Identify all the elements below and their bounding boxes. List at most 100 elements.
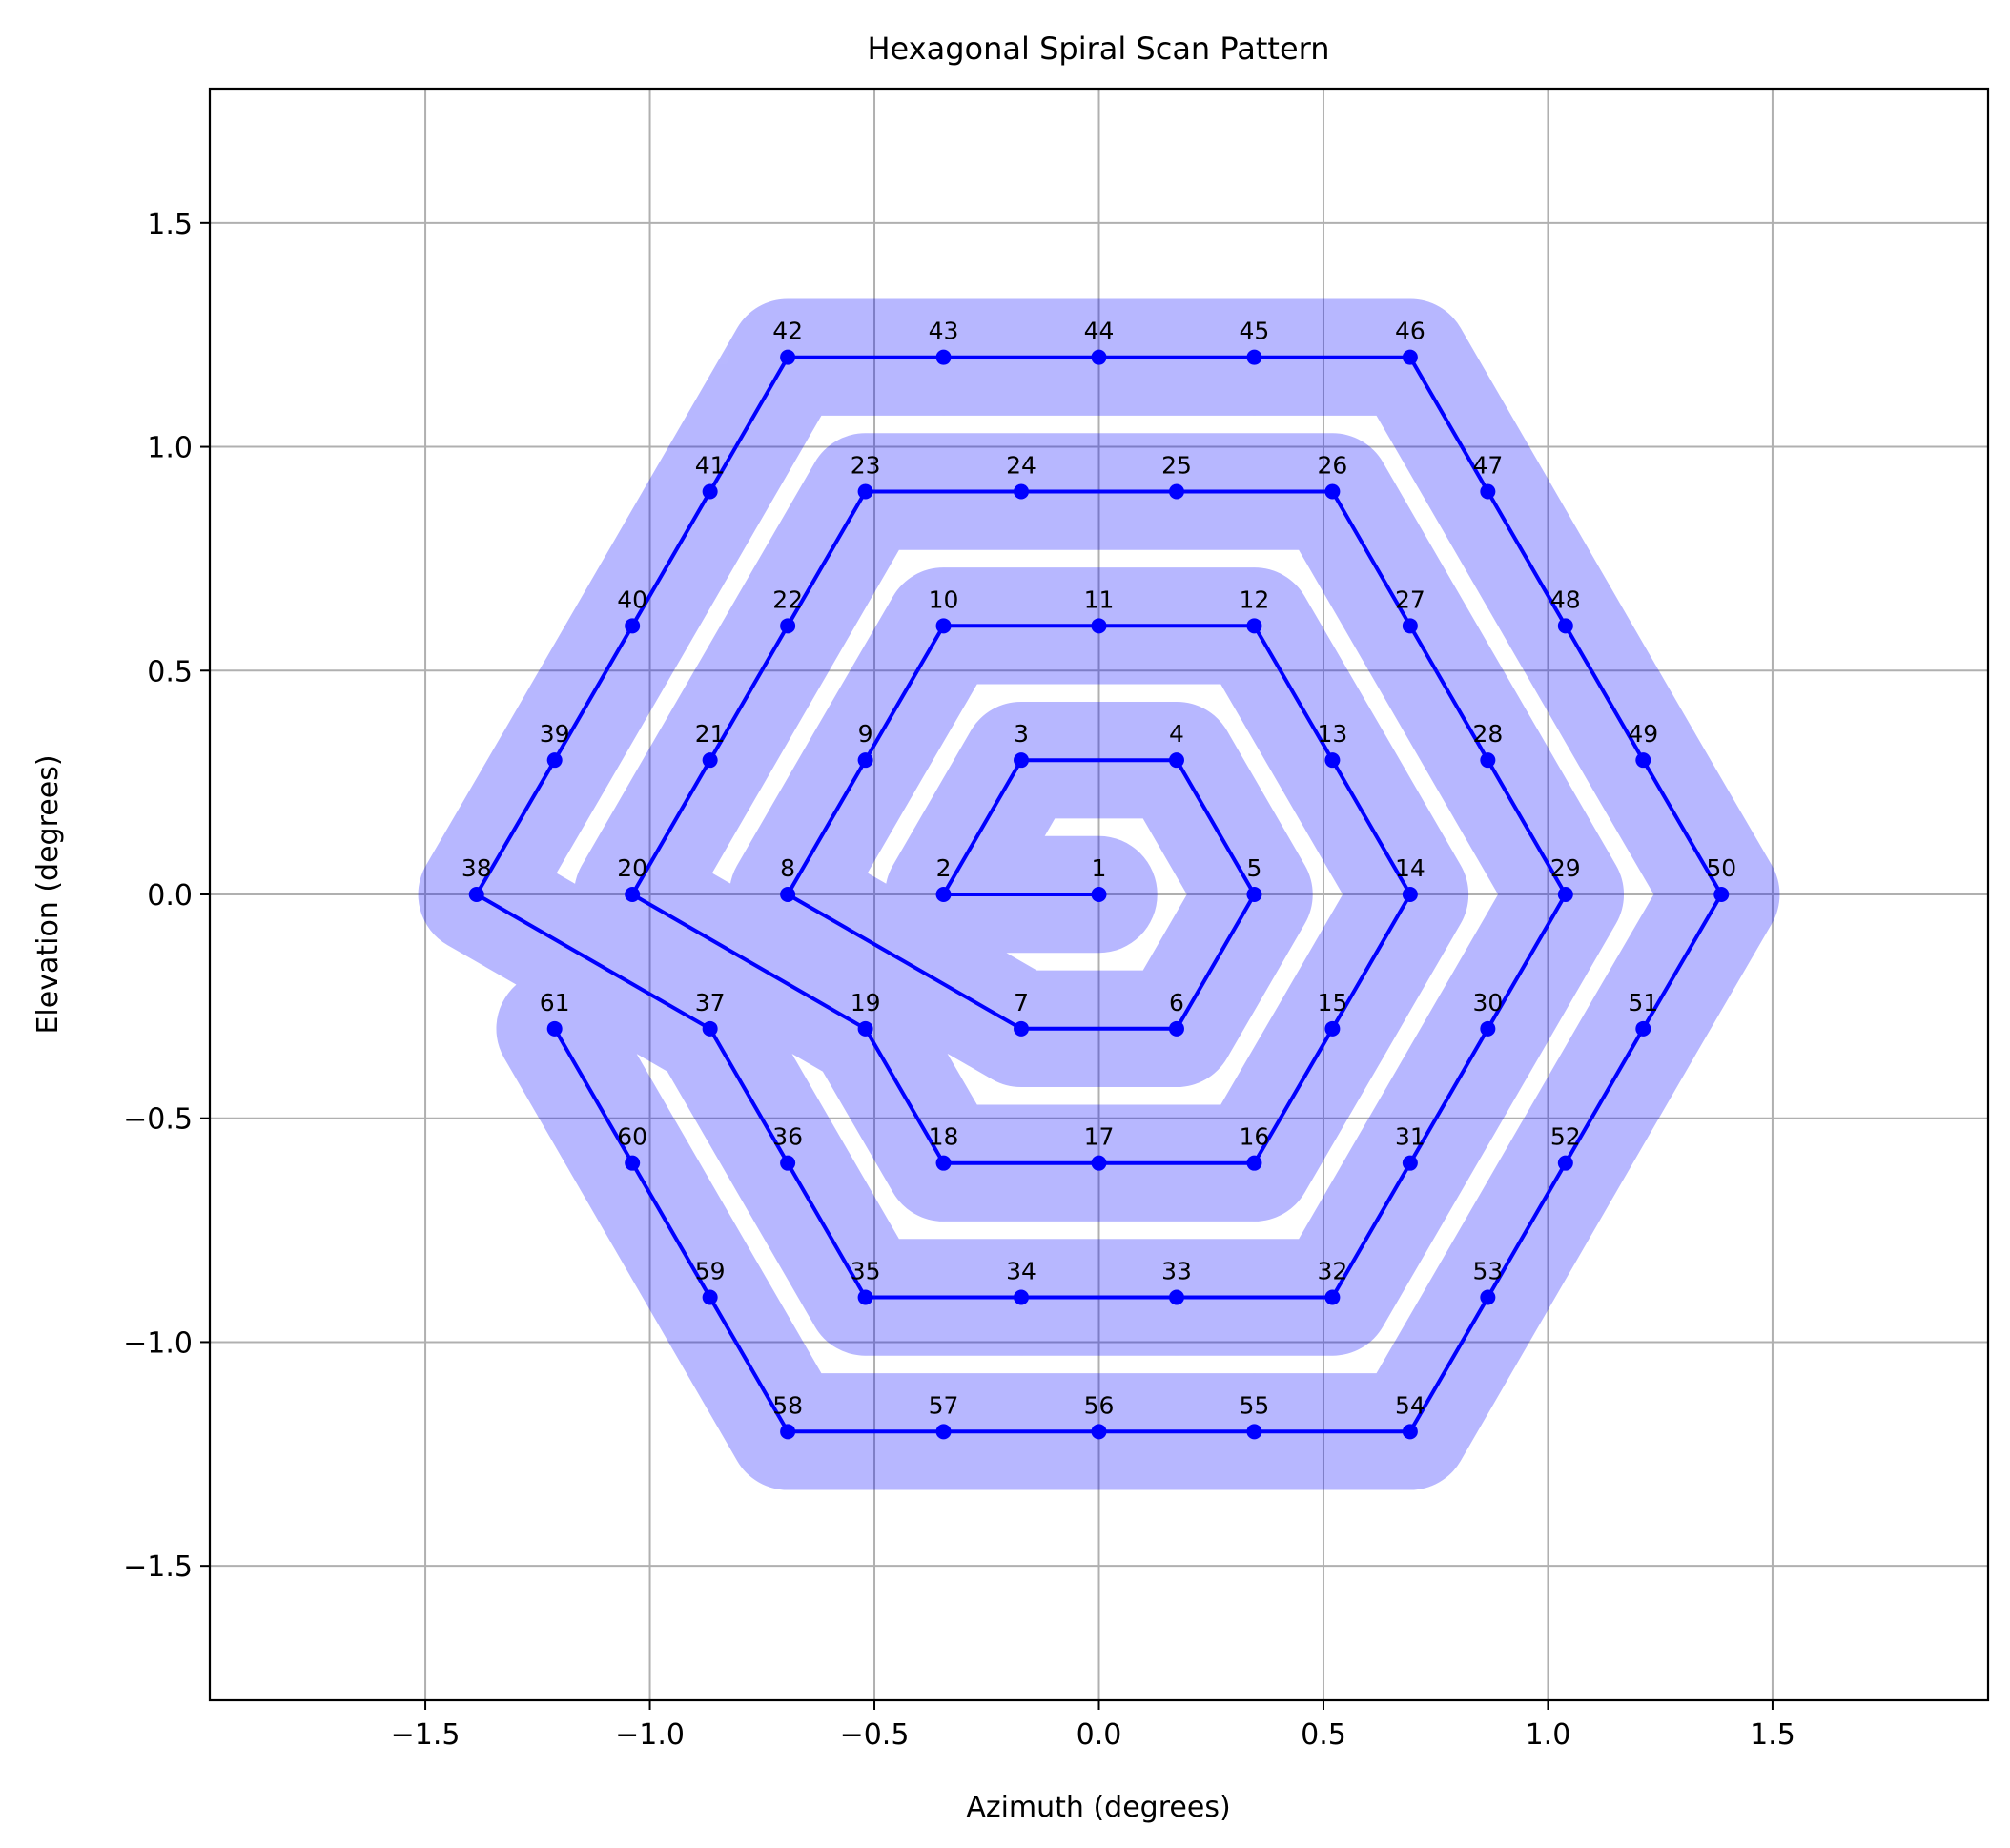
scan-point xyxy=(1557,618,1573,634)
point-label: 41 xyxy=(695,452,726,480)
point-label: 59 xyxy=(695,1258,726,1285)
scan-point xyxy=(1402,887,1418,902)
scan-point xyxy=(1713,887,1730,902)
y-tick-label: 0.0 xyxy=(147,879,193,913)
scan-point xyxy=(546,1020,563,1037)
scan-point xyxy=(702,483,718,500)
scan-point xyxy=(1091,618,1107,634)
scan-point xyxy=(935,1424,952,1440)
point-label: 56 xyxy=(1084,1391,1115,1419)
scan-point xyxy=(780,1424,796,1440)
point-label: 18 xyxy=(929,1123,959,1151)
point-label: 34 xyxy=(1006,1258,1036,1285)
point-label: 46 xyxy=(1395,318,1425,345)
x-axis-ticks: −1.5 −1.0 −0.5 0.0 0.5 1.0 1.5 xyxy=(391,1700,1795,1752)
scan-point xyxy=(1246,1424,1262,1440)
point-label: 35 xyxy=(851,1258,881,1285)
y-tick-label: 1.5 xyxy=(147,208,193,241)
point-label: 3 xyxy=(1014,720,1029,748)
scan-point xyxy=(1246,349,1262,365)
scan-point xyxy=(702,752,718,769)
x-tick-label: −1.5 xyxy=(391,1718,461,1752)
scan-point xyxy=(1246,618,1262,634)
scan-point xyxy=(468,887,484,902)
scan-point xyxy=(1091,887,1107,902)
scan-point xyxy=(857,1289,873,1305)
scan-point xyxy=(1635,1020,1651,1037)
point-label: 55 xyxy=(1240,1391,1270,1419)
point-label: 2 xyxy=(936,854,952,882)
x-tick-label: 0.0 xyxy=(1077,1718,1122,1752)
scan-point xyxy=(625,618,641,634)
scan-point xyxy=(1091,1424,1107,1440)
scan-point xyxy=(1402,618,1418,634)
point-label: 61 xyxy=(540,989,570,1016)
point-label: 7 xyxy=(1014,989,1029,1016)
y-axis-ticks: 1.5 1.0 0.5 0.0 −0.5 −1.0 −1.5 xyxy=(123,208,210,1584)
y-tick-label: −1.5 xyxy=(123,1550,193,1584)
y-tick-label: 0.5 xyxy=(147,655,193,688)
scan-point xyxy=(935,349,952,365)
point-label: 50 xyxy=(1706,854,1736,882)
point-label: 12 xyxy=(1240,585,1270,613)
point-label: 36 xyxy=(772,1123,803,1151)
point-label: 51 xyxy=(1628,989,1658,1016)
scan-point xyxy=(1324,752,1341,769)
scan-point xyxy=(546,752,563,769)
point-label: 17 xyxy=(1084,1123,1115,1151)
y-tick-label: −0.5 xyxy=(123,1103,193,1137)
scan-point xyxy=(935,618,952,634)
scan-point xyxy=(1402,1155,1418,1171)
point-label: 48 xyxy=(1550,585,1581,613)
x-axis-label: Azimuth (degrees) xyxy=(966,1791,1230,1824)
scan-point xyxy=(1324,1289,1341,1305)
scan-point xyxy=(1480,1020,1496,1037)
point-label: 21 xyxy=(695,720,726,748)
point-label: 27 xyxy=(1395,585,1425,613)
scan-point xyxy=(857,752,873,769)
point-label: 23 xyxy=(851,452,881,480)
scan-point xyxy=(780,618,796,634)
point-label: 39 xyxy=(540,720,570,748)
scan-point xyxy=(1168,752,1184,769)
scan-point xyxy=(1480,483,1496,500)
scan-point xyxy=(1402,349,1418,365)
scan-point xyxy=(1246,887,1262,902)
scan-point xyxy=(625,1155,641,1171)
point-label: 13 xyxy=(1317,720,1347,748)
point-label: 33 xyxy=(1161,1258,1192,1285)
scan-point xyxy=(1480,1289,1496,1305)
scan-point xyxy=(702,1020,718,1037)
point-label: 25 xyxy=(1161,452,1192,480)
scan-point xyxy=(1168,483,1184,500)
point-label: 31 xyxy=(1395,1123,1425,1151)
scan-point xyxy=(935,1155,952,1171)
point-label: 40 xyxy=(617,585,647,613)
scan-point xyxy=(1014,752,1030,769)
scan-point xyxy=(1014,1020,1030,1037)
point-label: 45 xyxy=(1240,318,1270,345)
scan-point xyxy=(1480,752,1496,769)
scan-point xyxy=(1014,483,1030,500)
scan-point xyxy=(625,887,641,902)
scan-point xyxy=(935,887,952,902)
point-label: 19 xyxy=(851,989,881,1016)
scan-point xyxy=(1014,1289,1030,1305)
scan-point xyxy=(1557,887,1573,902)
scan-point xyxy=(857,483,873,500)
point-label: 38 xyxy=(461,854,492,882)
point-label: 1 xyxy=(1092,854,1107,882)
scan-point xyxy=(857,1020,873,1037)
point-label: 44 xyxy=(1084,318,1115,345)
point-label: 42 xyxy=(772,318,803,345)
point-label: 58 xyxy=(772,1391,803,1419)
scan-point xyxy=(1402,1424,1418,1440)
scan-point xyxy=(780,887,796,902)
scan-point xyxy=(1324,483,1341,500)
point-label: 60 xyxy=(617,1123,647,1151)
scan-point xyxy=(780,349,796,365)
point-label: 37 xyxy=(695,989,726,1016)
x-tick-label: −0.5 xyxy=(840,1718,910,1752)
scan-point xyxy=(1635,752,1651,769)
point-label: 30 xyxy=(1472,989,1503,1016)
